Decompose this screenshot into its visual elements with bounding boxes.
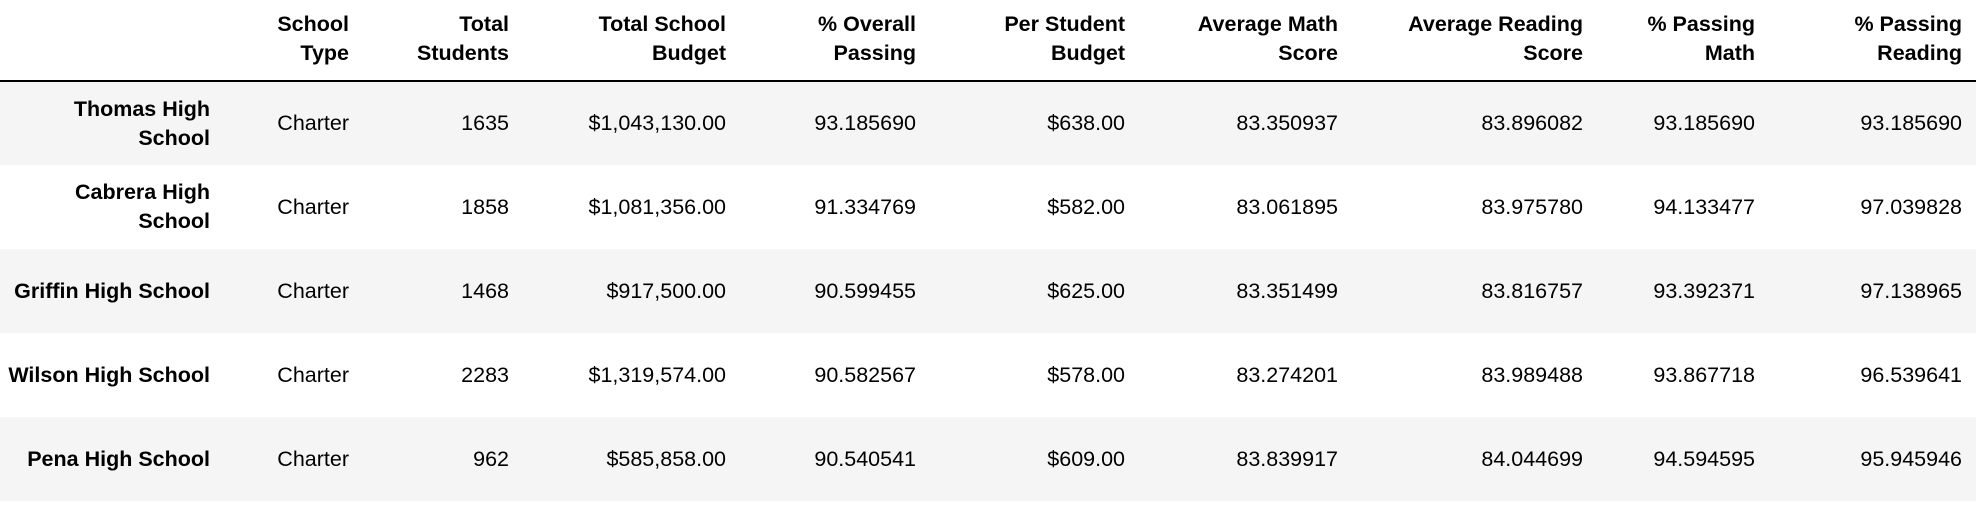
cell-average-math-score: 83.351499 xyxy=(1236,278,1338,303)
cell-overall-passing: 91.334769 xyxy=(814,194,916,219)
column-header-per-student-budget: Per Student Budget xyxy=(930,0,1139,82)
column-header-total-students: Total Students xyxy=(363,0,523,82)
cell-school-type: Charter xyxy=(277,111,349,135)
column-header-overall-passing: % Overall Passing xyxy=(740,0,930,82)
cell-average-math-score: 83.061895 xyxy=(1236,194,1338,219)
column-header-passing-reading: % Passing Reading xyxy=(1769,0,1976,82)
table-row: Thomas High School Charter 1635 $1,043,1… xyxy=(0,81,1976,165)
cell-total-school-budget: $917,500.00 xyxy=(606,278,726,303)
column-header-total-school-budget: Total School Budget xyxy=(523,0,740,82)
cell-school-type: Charter xyxy=(277,362,349,387)
cell-per-student-budget: $582.00 xyxy=(1047,194,1125,219)
table-row: Griffin High School Charter 1468 $917,50… xyxy=(0,249,1976,333)
row-label: Griffin High School xyxy=(14,278,210,303)
cell-total-students: 2283 xyxy=(461,362,509,387)
cell-average-reading-score: 83.816757 xyxy=(1481,278,1583,303)
cell-total-school-budget: $585,858.00 xyxy=(606,446,726,471)
cell-total-school-budget: $1,319,574.00 xyxy=(588,362,727,387)
column-header-average-reading-score: Average Reading Score xyxy=(1352,0,1597,82)
cell-school-type: Charter xyxy=(277,446,349,471)
cell-passing-reading: 93.185690 xyxy=(1860,111,1962,135)
cell-overall-passing: 90.540541 xyxy=(814,446,916,471)
cell-total-students: 1635 xyxy=(461,111,509,135)
cell-passing-math: 94.594595 xyxy=(1653,446,1755,471)
header-row: School Type Total Students Total School … xyxy=(0,0,1976,82)
cell-overall-passing: 90.599455 xyxy=(814,278,916,303)
table-row: Pena High School Charter 962 $585,858.00… xyxy=(0,417,1976,501)
cell-per-student-budget: $638.00 xyxy=(1047,111,1125,135)
cell-average-math-score: 83.839917 xyxy=(1236,446,1338,471)
index-column-header xyxy=(0,0,224,82)
column-header-school-type: School Type xyxy=(224,0,363,82)
cell-passing-math: 93.185690 xyxy=(1653,111,1755,135)
cell-school-type: Charter xyxy=(277,278,349,303)
cell-overall-passing: 93.185690 xyxy=(814,111,916,135)
cell-passing-reading: 96.539641 xyxy=(1860,362,1962,387)
cell-passing-reading: 95.945946 xyxy=(1860,446,1962,471)
cell-per-student-budget: $609.00 xyxy=(1047,446,1125,471)
column-header-average-math-score: Average Math Score xyxy=(1139,0,1352,82)
cell-per-student-budget: $578.00 xyxy=(1047,362,1125,387)
cell-overall-passing: 90.582567 xyxy=(814,362,916,387)
table-row: Wilson High School Charter 2283 $1,319,5… xyxy=(0,333,1976,417)
cell-average-math-score: 83.350937 xyxy=(1236,111,1338,135)
cell-total-students: 962 xyxy=(473,446,509,471)
cell-average-reading-score: 83.989488 xyxy=(1481,362,1583,387)
cell-average-math-score: 83.274201 xyxy=(1236,362,1338,387)
row-label: Thomas High School xyxy=(73,96,210,150)
cell-average-reading-score: 83.975780 xyxy=(1481,194,1583,219)
row-label: Cabrera High School xyxy=(74,180,210,233)
cell-passing-reading: 97.138965 xyxy=(1860,278,1962,303)
cell-passing-math: 94.133477 xyxy=(1653,194,1755,219)
row-label: Pena High School xyxy=(27,446,210,471)
cell-passing-reading: 97.039828 xyxy=(1860,194,1962,219)
cell-total-students: 1468 xyxy=(461,278,509,303)
row-label: Wilson High School xyxy=(8,362,210,387)
cell-passing-math: 93.867718 xyxy=(1653,362,1755,387)
column-header-passing-math: % Passing Math xyxy=(1597,0,1769,82)
cell-average-reading-score: 84.044699 xyxy=(1481,446,1583,471)
cell-total-students: 1858 xyxy=(461,194,509,219)
cell-per-student-budget: $625.00 xyxy=(1047,278,1125,303)
cell-school-type: Charter xyxy=(277,194,349,219)
cell-total-school-budget: $1,081,356.00 xyxy=(588,194,727,219)
table-row: Cabrera High School Charter 1858 $1,081,… xyxy=(0,165,1976,249)
cell-passing-math: 93.392371 xyxy=(1653,278,1755,303)
cell-average-reading-score: 83.896082 xyxy=(1481,111,1583,135)
cell-total-school-budget: $1,043,130.00 xyxy=(588,111,727,135)
